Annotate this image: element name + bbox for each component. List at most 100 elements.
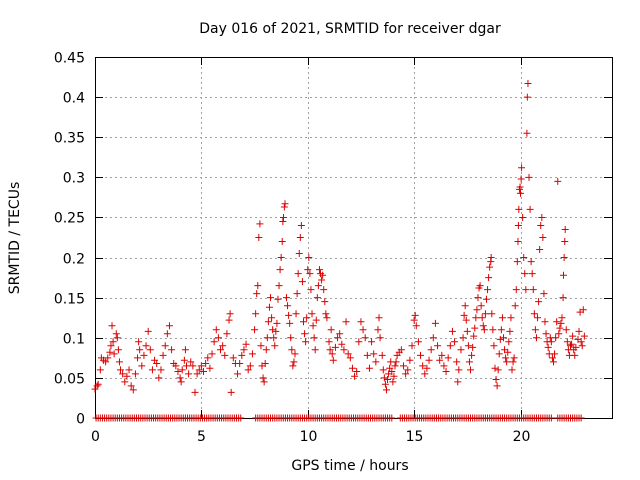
data-point — [127, 382, 135, 390]
data-point — [502, 354, 510, 362]
data-point — [555, 330, 563, 338]
data-point — [384, 375, 392, 383]
chart-title: Day 016 of 2021, SRMTID for receiver dga… — [199, 21, 501, 37]
data-point — [282, 294, 290, 302]
data-point — [552, 334, 560, 342]
data-point — [202, 359, 210, 367]
data-point — [525, 173, 533, 181]
data-point — [461, 302, 469, 310]
data-point — [240, 346, 248, 354]
data-point — [431, 319, 439, 327]
data-point — [485, 274, 493, 282]
data-point — [495, 350, 503, 358]
data-point — [517, 175, 525, 183]
data-point — [353, 367, 361, 375]
data-point — [459, 334, 467, 342]
data-point — [114, 346, 122, 354]
data-point — [467, 366, 475, 374]
data-point — [390, 372, 398, 380]
data-point — [448, 327, 456, 335]
data-point — [325, 338, 333, 346]
data-point — [436, 356, 444, 364]
data-point — [311, 346, 319, 354]
data-point — [344, 350, 352, 358]
data-point — [506, 327, 514, 335]
data-point — [223, 330, 231, 338]
data-point — [479, 322, 487, 330]
y-tick-label: 0.4 — [63, 91, 85, 107]
data-point — [560, 254, 568, 262]
data-point — [571, 351, 579, 359]
data-point — [212, 326, 220, 334]
data-point — [572, 343, 580, 351]
data-point — [280, 213, 288, 221]
data-point — [159, 351, 167, 359]
data-point — [301, 330, 309, 338]
data-point — [486, 263, 494, 271]
data-point — [494, 366, 502, 374]
data-point — [375, 314, 383, 322]
data-point — [355, 338, 363, 346]
data-point — [541, 318, 549, 326]
data-point — [538, 213, 546, 221]
data-point — [481, 310, 489, 318]
data-point — [290, 358, 298, 366]
data-point — [280, 203, 288, 211]
data-point — [496, 335, 504, 343]
data-point — [331, 343, 339, 351]
data-point — [308, 310, 316, 318]
data-point — [200, 367, 208, 375]
data-point — [322, 310, 330, 318]
data-point — [429, 334, 437, 342]
data-point — [307, 286, 315, 294]
data-point — [376, 334, 384, 342]
data-point — [442, 367, 450, 375]
data-point — [361, 334, 369, 342]
data-point — [252, 310, 260, 318]
x-tick-label: 0 — [91, 429, 100, 445]
data-point — [259, 374, 267, 382]
data-point — [146, 346, 154, 354]
data-point — [427, 346, 435, 354]
data-point — [108, 322, 116, 330]
data-point — [575, 327, 583, 335]
data-point — [318, 276, 326, 284]
x-tick-label: 10 — [300, 429, 318, 445]
data-point — [161, 342, 169, 350]
data-point — [135, 338, 143, 346]
data-point — [554, 177, 562, 185]
data-point — [514, 221, 522, 229]
data-point — [144, 327, 152, 335]
data-point — [472, 314, 480, 322]
data-point — [444, 354, 452, 362]
data-point — [314, 282, 322, 290]
x-tick-label: 5 — [197, 429, 206, 445]
data-point — [563, 338, 571, 346]
data-point — [267, 294, 275, 302]
data-point — [551, 350, 559, 358]
data-point — [238, 351, 246, 359]
data-point — [320, 286, 328, 294]
data-point — [177, 378, 185, 386]
data-point — [270, 334, 278, 342]
data-point — [440, 362, 448, 370]
data-point — [412, 322, 420, 330]
data-point — [446, 342, 454, 350]
data-point — [189, 362, 197, 370]
data-point — [219, 342, 227, 350]
data-point — [136, 346, 144, 354]
data-point — [351, 372, 359, 380]
data-point — [523, 129, 531, 137]
data-point — [540, 290, 548, 298]
data-point — [378, 351, 386, 359]
data-point — [411, 311, 419, 319]
data-point — [537, 221, 545, 229]
data-point — [515, 205, 523, 213]
data-point — [168, 346, 176, 354]
x-tick-label: 20 — [513, 429, 531, 445]
data-point — [521, 270, 529, 278]
data-point — [397, 346, 405, 354]
data-point — [129, 386, 137, 394]
data-point — [365, 364, 373, 372]
data-point — [277, 254, 285, 262]
